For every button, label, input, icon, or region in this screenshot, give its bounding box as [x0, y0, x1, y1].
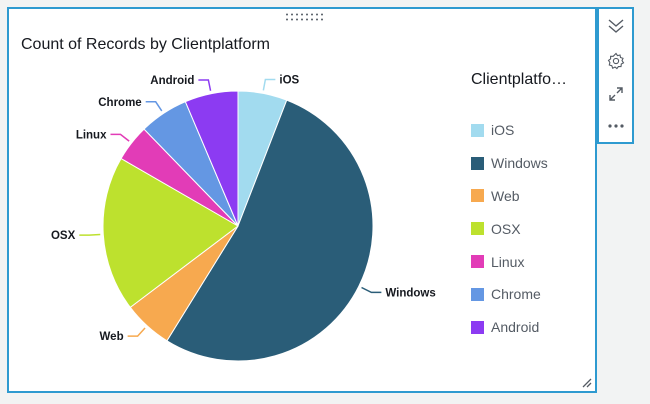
legend-item-osx[interactable]: OSX — [471, 212, 548, 245]
legend-swatch — [471, 255, 484, 269]
leader-line-linux — [110, 133, 130, 142]
visual-toolbar — [597, 7, 634, 144]
legend-item-windows[interactable]: Windows — [471, 147, 548, 180]
resize-grip-icon[interactable] — [580, 376, 592, 388]
legend-item-chrome[interactable]: Chrome — [471, 278, 548, 311]
leader-line-android — [198, 79, 212, 91]
slice-label-web: Web — [100, 331, 124, 343]
slice-label-chrome: Chrome — [98, 97, 141, 109]
slice-label-android: Android — [150, 75, 194, 87]
legend-swatch — [471, 287, 484, 301]
pie-slice-android[interactable] — [184, 90, 239, 227]
legend-label: Linux — [491, 253, 525, 270]
legend-swatch — [471, 156, 484, 170]
legend: iOS Windows Web OSX Linux Chrome Android — [471, 114, 548, 344]
legend-label: Windows — [491, 155, 548, 172]
expand-icon — [608, 87, 623, 101]
legend-title: Clientplatfo… — [471, 71, 568, 88]
leader-line-windows — [361, 286, 382, 294]
legend-swatch — [471, 320, 484, 334]
slice-label-windows: Windows — [385, 287, 435, 299]
legend-item-web[interactable]: Web — [471, 180, 548, 213]
more-options-button[interactable] — [599, 111, 632, 141]
slice-label-linux: Linux — [76, 129, 107, 141]
expand-button[interactable] — [599, 79, 632, 109]
pie-slice-osx[interactable] — [102, 157, 239, 309]
legend-label: OSX — [491, 220, 521, 237]
visual-card[interactable]: Count of Records by Clientplatform iOS Wi… — [7, 7, 597, 393]
legend-swatch — [471, 222, 484, 236]
legend-label: Android — [491, 319, 540, 336]
leader-line-chrome — [145, 101, 163, 112]
pie-chart[interactable]: iOS Windows Web OSX Linux Chrome Android — [9, 9, 595, 391]
legend-item-linux[interactable]: Linux — [471, 245, 548, 278]
legend-item-android[interactable]: Android — [471, 311, 548, 344]
legend-swatch — [471, 189, 484, 203]
gear-icon — [607, 52, 624, 70]
legend-label: Chrome — [491, 286, 541, 303]
drag-handle-icon[interactable] — [284, 12, 326, 22]
more-icon — [607, 124, 624, 128]
settings-button[interactable] — [599, 46, 632, 76]
slice-label-osx: OSX — [51, 230, 76, 242]
slice-label-ios: iOS — [279, 75, 299, 87]
legend-swatch — [471, 123, 484, 137]
legend-label: Web — [491, 187, 520, 204]
legend-item-ios[interactable]: iOS — [471, 114, 548, 147]
leader-line-ios — [262, 78, 276, 91]
leader-line-web — [127, 327, 146, 337]
collapse-icon — [608, 19, 623, 33]
legend-label: iOS — [491, 122, 515, 139]
pie-slice-windows[interactable] — [166, 99, 374, 362]
leader-line-osx — [79, 233, 101, 236]
collapse-button[interactable] — [599, 11, 632, 41]
chart-title: Count of Records by Clientplatform — [21, 36, 270, 53]
